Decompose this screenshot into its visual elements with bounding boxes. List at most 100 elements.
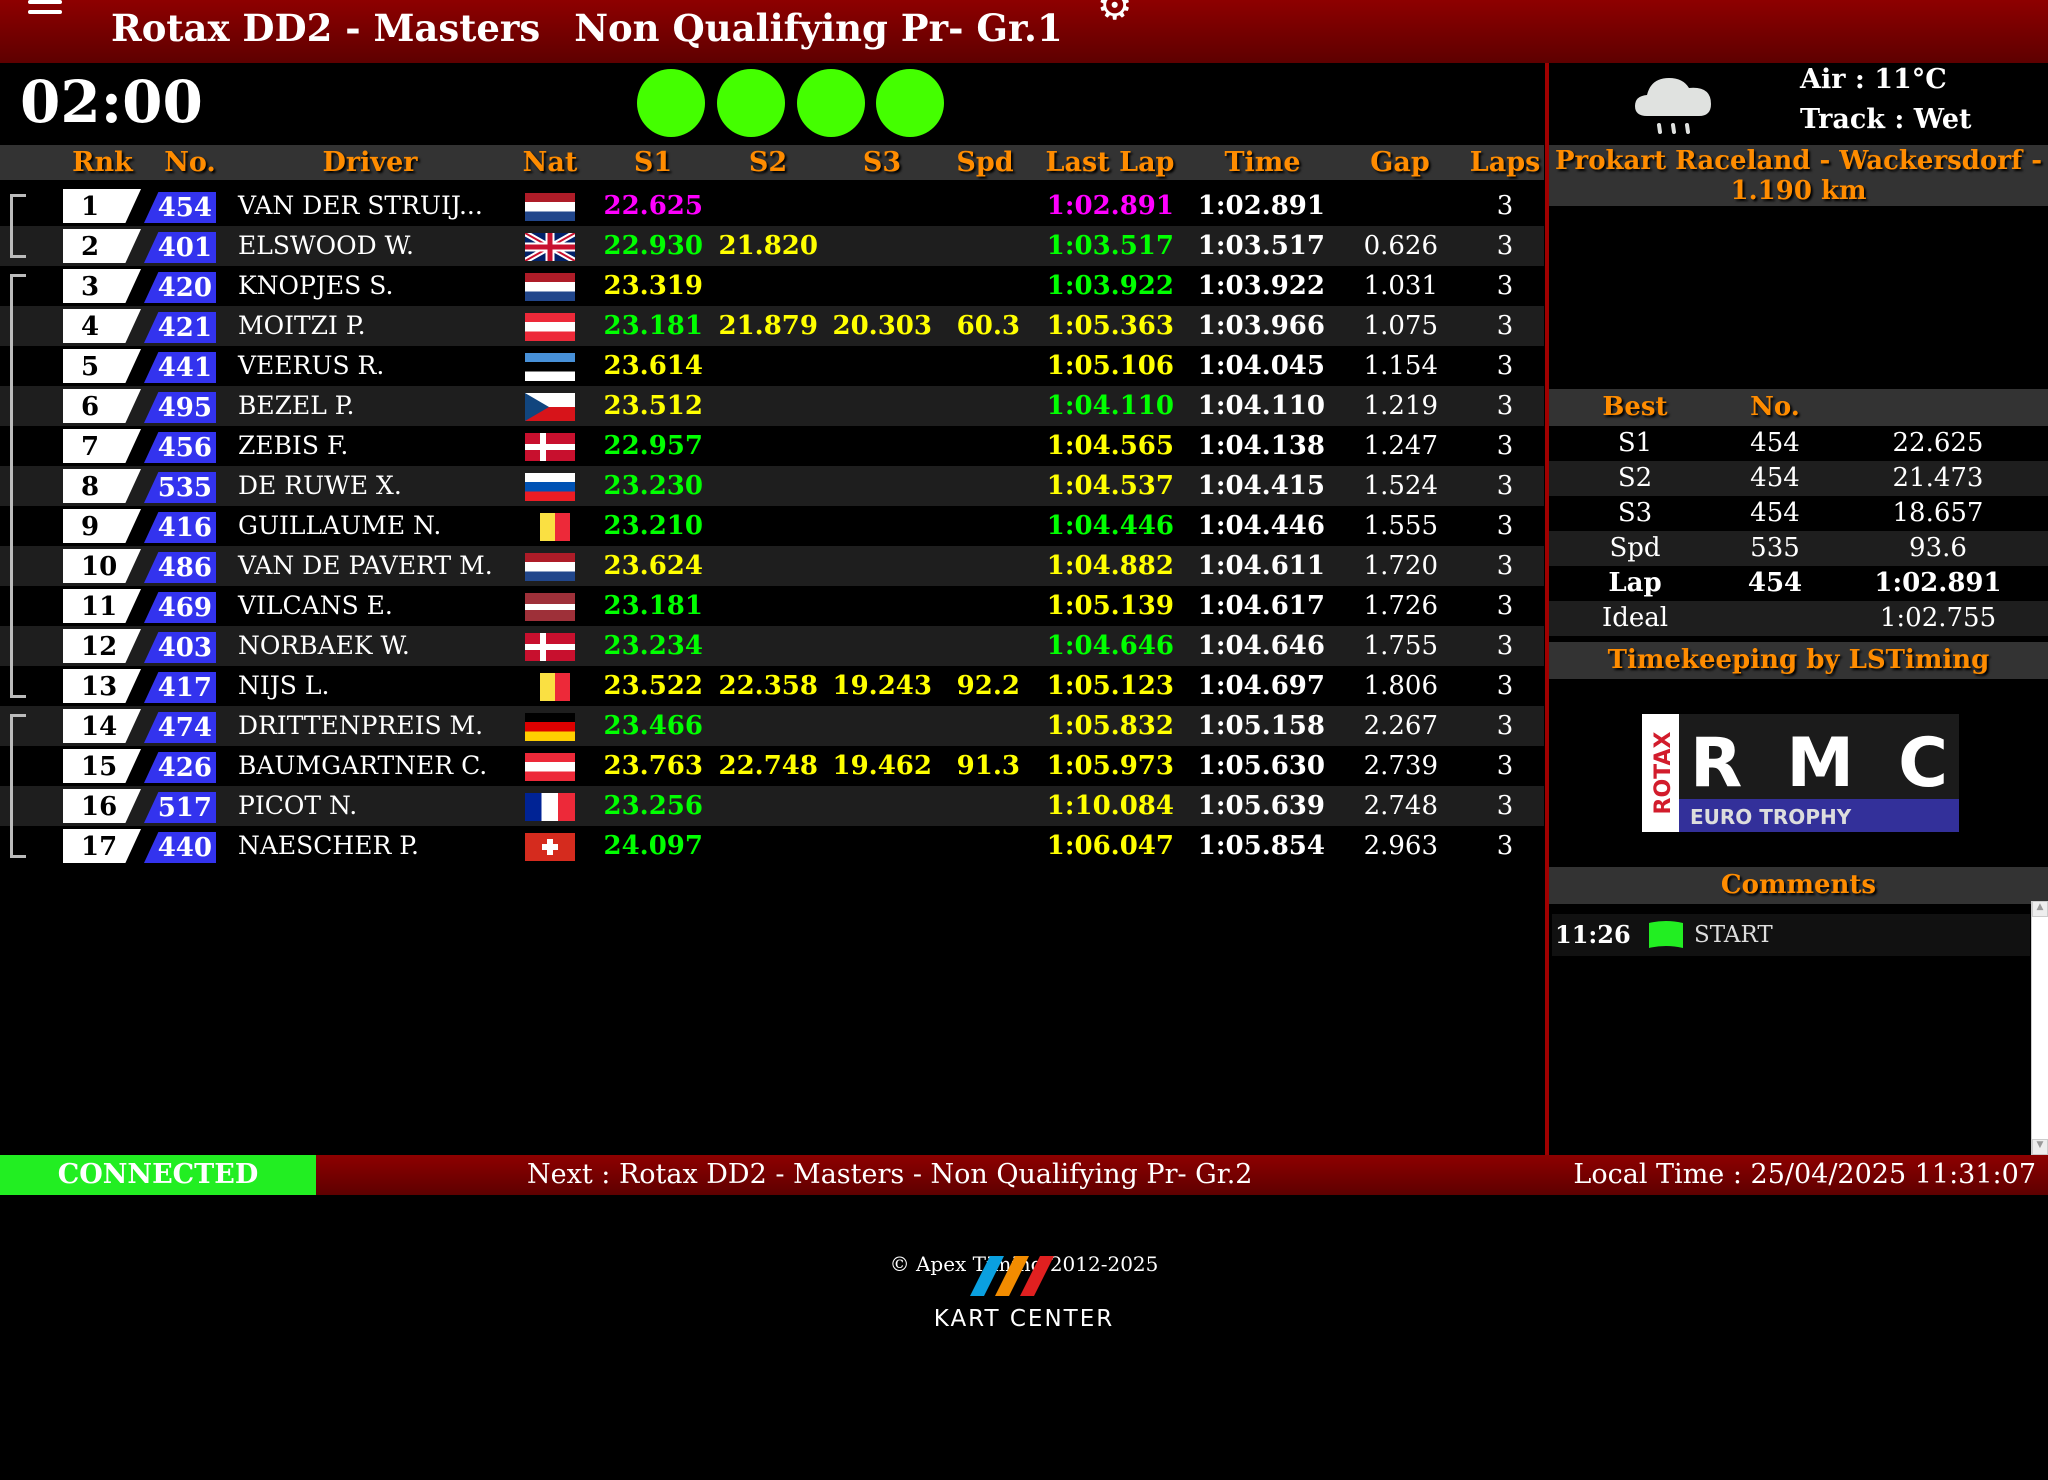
column-header[interactable]: Driver — [322, 147, 418, 178]
rank-badge: 7 — [63, 429, 141, 463]
table-row[interactable]: 14 474 DRITTENPREIS M. 23.466 1:05.832 1:05.1… — [0, 706, 1544, 746]
table-row[interactable]: 13 417 NIJS L. 23.522 22.358 19.243 92.2 1:05.1… — [0, 666, 1544, 706]
flag-at-icon — [525, 753, 575, 781]
local-time: Local Time : 25/04/2025 11:31:07 — [1573, 1159, 2036, 1190]
driver-name[interactable]: DRITTENPREIS M. — [238, 711, 484, 740]
rank-badge: 13 — [63, 669, 141, 703]
table-row[interactable]: 4 421 MOITZI P. 23.181 21.879 20.303 60.3 1:05.… — [0, 306, 1544, 346]
cell-s1: 23.522 — [603, 671, 703, 701]
rank-badge: 1 — [63, 189, 141, 223]
column-header[interactable]: Spd — [956, 147, 1014, 178]
cell-time: 1:03.517 — [1197, 231, 1325, 261]
table-row[interactable]: 10 486 VAN DE PAVERT M. 23.624 1:04.882 1:04.… — [0, 546, 1544, 586]
column-header[interactable]: S2 — [748, 147, 788, 178]
cell-gap: 2.963 — [1363, 831, 1438, 861]
driver-name[interactable]: NAESCHER P. — [238, 831, 419, 860]
cell-s2: 21.820 — [718, 231, 818, 261]
best-row: S2 454 21.473 — [1549, 461, 2048, 496]
table-row[interactable]: 3 420 KNOPJES S. 23.319 1:03.922 1:03.922 1.03… — [0, 266, 1544, 306]
driver-name[interactable]: PICOT N. — [238, 791, 358, 820]
cell-last: 1:04.646 — [1046, 631, 1174, 661]
driver-name[interactable]: KNOPJES S. — [238, 271, 394, 300]
table-row[interactable]: 6 495 BEZEL P. 23.512 1:04.110 1:04.110 1.219 3 — [0, 386, 1544, 426]
rank-badge: 8 — [63, 469, 141, 503]
best-label: S1 — [1617, 428, 1653, 458]
driver-name[interactable]: DE RUWE X. — [238, 471, 402, 500]
cell-s3: 19.243 — [832, 671, 932, 701]
cell-laps: 3 — [1496, 711, 1514, 741]
cell-time: 1:04.697 — [1197, 671, 1325, 701]
cell-spd: 92.2 — [956, 671, 1020, 701]
table-row[interactable]: 16 517 PICOT N. 23.256 1:10.084 1:05.639 2.748… — [0, 786, 1544, 826]
column-header[interactable]: Rnk — [72, 147, 133, 178]
track-name: Prokart Raceland - Wackersdorf - 1.190 k… — [1549, 145, 2048, 206]
cell-last: 1:10.084 — [1046, 791, 1174, 821]
best-row: Lap 454 1:02.891 — [1549, 566, 2048, 601]
cell-gap: 1.075 — [1363, 311, 1438, 341]
cell-time: 1:05.158 — [1197, 711, 1325, 741]
cell-last: 1:02.891 — [1046, 191, 1174, 221]
column-header[interactable]: S1 — [633, 147, 673, 178]
column-header[interactable]: No. — [164, 147, 216, 178]
cell-last: 1:04.446 — [1046, 511, 1174, 541]
column-header[interactable]: Gap — [1370, 147, 1430, 178]
column-header[interactable]: Last Lap — [1045, 147, 1175, 178]
cell-s1: 23.512 — [603, 391, 703, 421]
cell-time: 1:04.138 — [1197, 431, 1325, 461]
comments-scrollbar[interactable]: ▲ ▼ — [2031, 901, 2048, 1155]
table-row[interactable]: 9 416 GUILLAUME N. 23.210 1:04.446 1:04.446 1.… — [0, 506, 1544, 546]
driver-name[interactable]: VAN DER STRUIJ... — [238, 191, 483, 220]
column-header[interactable]: Laps — [1469, 147, 1541, 178]
column-header[interactable]: S3 — [862, 147, 902, 178]
driver-name[interactable]: BEZEL P. — [238, 391, 355, 420]
driver-name[interactable]: GUILLAUME N. — [238, 511, 442, 540]
driver-name[interactable]: MOITZI P. — [238, 311, 366, 340]
driver-name[interactable]: VEERUS R. — [238, 351, 385, 380]
cell-last: 1:03.517 — [1046, 231, 1174, 261]
svg-text:ROTAX: ROTAX — [1651, 732, 1676, 815]
hamburger-icon[interactable] — [28, 0, 62, 16]
driver-name[interactable]: NORBAEK W. — [238, 631, 410, 660]
table-row[interactable]: 15 426 BAUMGARTNER C. 23.763 22.748 19.462 91.… — [0, 746, 1544, 786]
driver-name[interactable]: ZEBIS F. — [238, 431, 349, 460]
flag-be-icon — [540, 673, 570, 701]
cell-time: 1:03.966 — [1197, 311, 1325, 341]
best-col-no: No. — [1750, 392, 1800, 422]
table-row[interactable]: 12 403 NORBAEK W. 23.234 1:04.646 1:04.646 1.7… — [0, 626, 1544, 666]
table-row[interactable]: 7 456 ZEBIS F. 22.957 1:04.565 1:04.138 1.247 3 — [0, 426, 1544, 466]
best-label: S3 — [1617, 498, 1653, 528]
cell-s3: 19.462 — [832, 751, 932, 781]
driver-name[interactable]: VILCANS E. — [238, 591, 393, 620]
driver-name[interactable]: NIJS L. — [238, 671, 330, 700]
table-row[interactable]: 1 454 VAN DER STRUIJ... 22.625 1:02.891 1:02.… — [0, 186, 1544, 226]
table-row[interactable]: 8 535 DE RUWE X. 23.230 1:04.537 1:04.415 1.52… — [0, 466, 1544, 506]
scroll-up-icon[interactable]: ▲ — [2032, 901, 2048, 917]
title-row: Rotax DD2 - Masters Non Qualifying Pr- G… — [111, 0, 1133, 50]
panel-divider — [1545, 63, 1549, 1155]
table-row[interactable]: 11 469 VILCANS E. 23.181 1:05.139 1:04.617 1.7… — [0, 586, 1544, 626]
kart-number: 454 — [144, 192, 216, 223]
column-header[interactable]: Time — [1224, 147, 1301, 178]
cell-gap: 2.739 — [1363, 751, 1438, 781]
table-row[interactable]: 5 441 VEERUS R. 23.614 1:05.106 1:04.045 1.154… — [0, 346, 1544, 386]
driver-name[interactable]: BAUMGARTNER C. — [238, 751, 488, 780]
start-light — [797, 69, 865, 137]
best-row: Ideal 1:02.755 — [1549, 601, 2048, 636]
kart-number: 517 — [144, 792, 216, 823]
scroll-down-icon[interactable]: ▼ — [2032, 1139, 2048, 1155]
gear-icon[interactable]: ⚙ — [1096, 0, 1133, 29]
kart-number: 426 — [144, 752, 216, 783]
kart-number: 417 — [144, 672, 216, 703]
table-row[interactable]: 2 401 ELSWOOD W. 22.930 21.820 1:03.517 1:03.5… — [0, 226, 1544, 266]
flag-at-icon — [525, 313, 575, 341]
table-row[interactable]: 17 440 NAESCHER P. 24.097 1:06.047 1:05.854 2.… — [0, 826, 1544, 866]
driver-name[interactable]: VAN DE PAVERT M. — [238, 551, 493, 580]
cell-gap: 2.267 — [1363, 711, 1438, 741]
rank-badge: 14 — [63, 709, 141, 743]
driver-name[interactable]: ELSWOOD W. — [238, 231, 414, 260]
event-title: Rotax DD2 - Masters — [111, 6, 541, 50]
best-value: 1:02.755 — [1879, 603, 1997, 633]
column-header[interactable]: Nat — [522, 147, 578, 178]
cell-laps: 3 — [1496, 351, 1514, 381]
cell-laps: 3 — [1496, 551, 1514, 581]
